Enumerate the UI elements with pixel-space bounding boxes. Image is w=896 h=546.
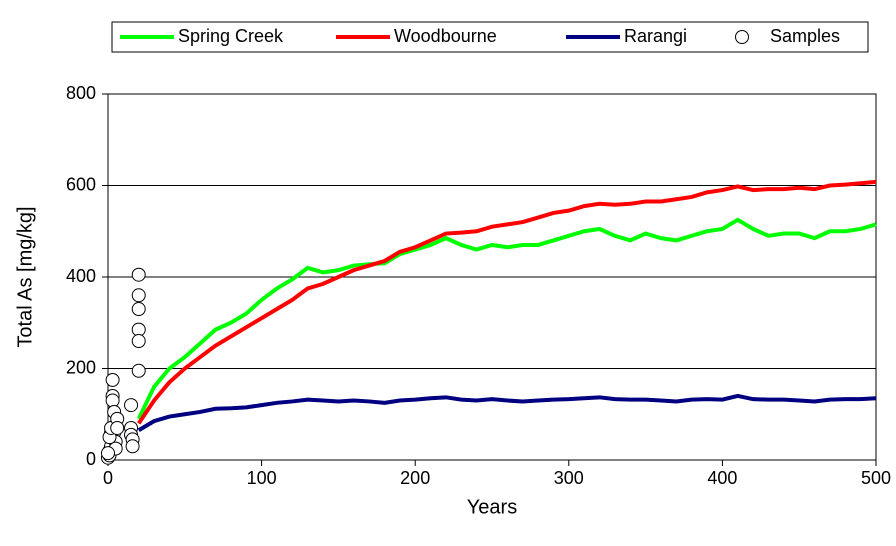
sample-point: [101, 446, 115, 461]
y-tick-label: 800: [66, 83, 96, 103]
legend-marker: [735, 30, 749, 44]
sample-point: [105, 372, 120, 387]
sample-point: [110, 420, 125, 435]
plot-area: [107, 93, 877, 461]
sample-point: [124, 398, 139, 413]
y-tick-label: 0: [86, 449, 96, 469]
legend-label: Samples: [770, 26, 840, 46]
x-tick-label: 400: [707, 468, 737, 488]
line-series: [137, 393, 877, 432]
sample-point: [131, 334, 146, 349]
line-series: [137, 179, 877, 425]
y-tick-label: 200: [66, 357, 96, 377]
sample-point: [131, 288, 146, 303]
y-axis-label: Total As [mg/kg]: [14, 206, 36, 347]
sample-point: [131, 363, 146, 378]
y-tick-label: 600: [66, 174, 96, 194]
legend-label: Spring Creek: [178, 26, 284, 46]
sample-point: [105, 393, 120, 408]
sample-point: [125, 439, 140, 454]
line-series: [136, 217, 877, 420]
x-tick-label: 100: [247, 468, 277, 488]
sample-point: [131, 302, 146, 317]
legend-label: Rarangi: [624, 26, 687, 46]
x-tick-label: 300: [554, 468, 584, 488]
x-tick-label: 200: [400, 468, 430, 488]
legend-label: Woodbourne: [394, 26, 497, 46]
x-tick-label: 500: [861, 468, 891, 488]
y-tick-label: 400: [66, 266, 96, 286]
x-axis-label: Years: [467, 496, 517, 518]
sample-point: [131, 267, 146, 282]
x-tick-label: 0: [103, 468, 113, 488]
